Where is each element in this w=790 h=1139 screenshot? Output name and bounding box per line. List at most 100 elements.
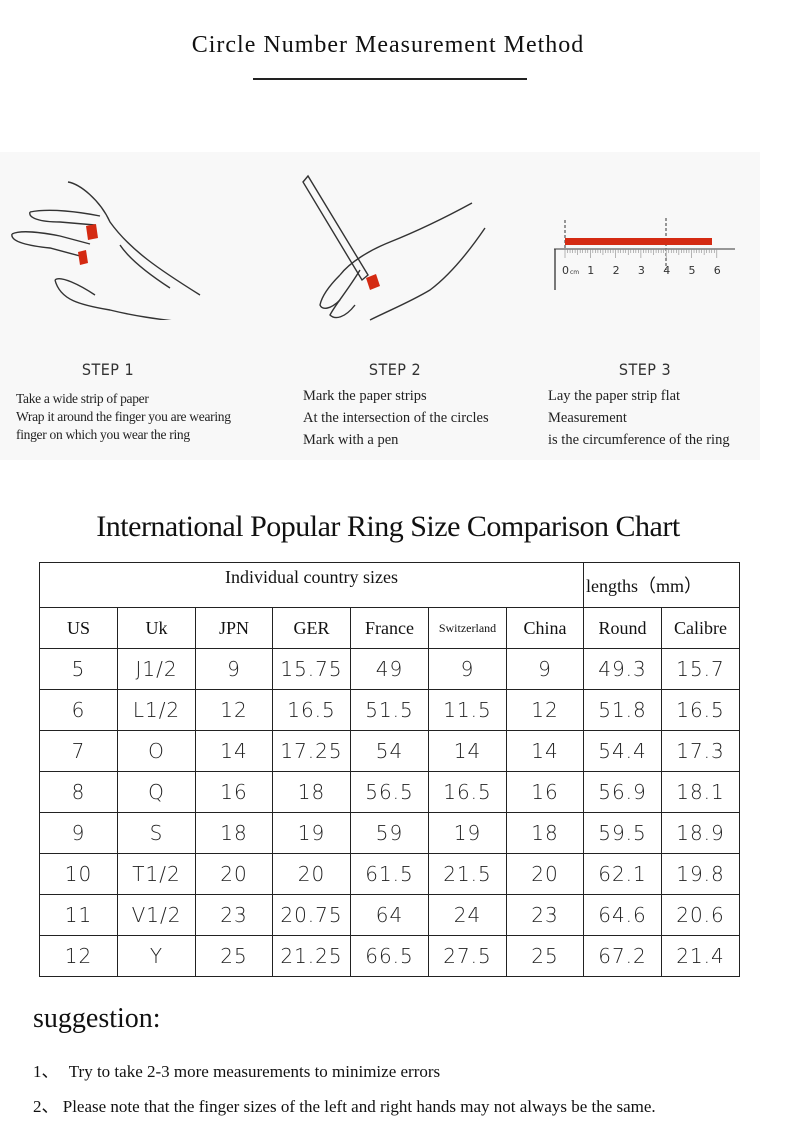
ruler-label: 6 [714,264,721,277]
step-line: finger on which you wear the ring [16,427,190,442]
group-header-lengths: lengths（mm） [583,562,740,608]
table-row: 8 Q 16 18 56.5 16.5 16 56.9 18.1 [39,771,740,813]
table-cell: 16 [506,771,584,813]
table-cell: 11 [39,894,118,936]
item-text: Try to take 2-3 more measurements to min… [68,1062,441,1081]
table-cell: 59.5 [583,812,662,854]
table-cell: 24 [428,894,507,936]
table-cell: 21.5 [428,853,507,895]
step-line: Lay the paper strip flat [548,388,681,404]
steps-panel [0,152,760,460]
table-cell: 11.5 [428,689,507,731]
step-2-heading: STEP 2 [368,360,422,379]
table-cell: 6 [39,689,118,731]
item-number: 1、 [33,1062,59,1081]
step-2-text: Mark the paper strips At the intersectio… [303,385,489,451]
table-cell: 17.25 [272,730,351,772]
step-1-text: Take a wide strip of paper Wrap it aroun… [16,390,231,444]
table-cell: 7 [39,730,118,772]
table-cell: 54.4 [583,730,662,772]
table-cell: 9 [39,812,118,854]
group-header-row: Individual country sizes lengths（mm） [39,562,740,608]
table-cell: 12 [506,689,584,731]
table-row: 12 Y 25 21.25 66.5 27.5 25 67.2 21.4 [39,935,740,977]
column-header: Round [583,607,662,649]
table-cell: T1/2 [117,853,196,895]
ruler-illustration: 0 1 2 3 4 5 6 cm [554,218,735,290]
table-cell: 8 [39,771,118,813]
table-cell: 20.6 [661,894,740,936]
suggestion-item: 1、 Try to take 2-3 more measurements to … [33,1057,440,1082]
table-cell: J1/2 [117,648,196,690]
hand-pen-illustration [302,174,486,321]
table-cell: 59 [350,812,429,854]
table-cell: 66.5 [350,935,429,977]
table-row: 6 L1/2 12 16.5 51.5 11.5 12 51.8 16.5 [39,689,740,731]
table-cell: 20 [506,853,584,895]
table-cell: 56.5 [350,771,429,813]
table-cell: 9 [428,648,507,690]
ruler-label: 1 [587,264,594,277]
step-line: Measurement [548,410,627,426]
table-cell: 49 [350,648,429,690]
table-cell: 12 [39,935,118,977]
table-cell: 18 [506,812,584,854]
column-header: GER [272,607,351,649]
paper-strip [565,238,712,245]
table-cell: 9 [195,648,273,690]
table-cell: 25 [195,935,273,977]
table-cell: 20.75 [272,894,351,936]
table-cell: 16.5 [272,689,351,731]
column-header: China [506,607,584,649]
table-cell: 19 [428,812,507,854]
column-header: Uk [117,607,196,649]
table-cell: 16.5 [661,689,740,731]
table-cell: 18.9 [661,812,740,854]
column-header: Calibre [661,607,740,649]
table-cell: 61.5 [350,853,429,895]
suggestion-title: suggestion: [33,1003,161,1034]
item-text: Please note that the finger sizes of the… [62,1097,656,1116]
table-cell: 15.7 [661,648,740,690]
table-cell: O [117,730,196,772]
ruler-label: 2 [613,264,620,277]
table-cell: 64.6 [583,894,662,936]
table-cell: 67.2 [583,935,662,977]
table-cell: 21.25 [272,935,351,977]
table-row: 11 V1/2 23 20.75 64 24 23 64.6 20.6 [39,894,740,936]
table-cell: 19.8 [661,853,740,895]
step-3-heading: STEP 3 [618,360,672,379]
step-line: Wrap it around the finger you are wearin… [16,409,231,424]
column-header-row: US Uk JPN GER France Switzerland China Round Cal… [39,607,740,649]
table-cell: 18.1 [661,771,740,813]
table-cell: 25 [506,935,584,977]
table-cell: 19 [272,812,351,854]
step-line: Mark with a pen [303,432,399,448]
column-header: JPN [195,607,273,649]
table-cell: 23 [506,894,584,936]
table-cell: 20 [195,853,273,895]
table-cell: 54 [350,730,429,772]
ruler-label: 5 [689,264,696,277]
ruler-label: 4 [663,264,670,277]
step-1-heading: STEP 1 [81,360,135,379]
hand-wrap-illustration [11,181,201,320]
table-cell: 17.3 [661,730,740,772]
table-cell: 16.5 [428,771,507,813]
table-cell: 23 [195,894,273,936]
step-3-text: Lay the paper strip flat Measurement is … [548,385,730,451]
column-header: Switzerland [428,607,507,649]
table-cell: 62.1 [583,853,662,895]
table-row: 10 T1/2 20 20 61.5 21.5 20 62.1 19.8 [39,853,740,895]
column-header: US [39,607,118,649]
ruler-unit: cm [570,269,579,276]
page-title: Circle Number Measurement Method [191,32,585,58]
table-cell: 18 [272,771,351,813]
table-cell: 27.5 [428,935,507,977]
table-cell: 10 [39,853,118,895]
table-cell: 51.5 [350,689,429,731]
suggestion-item: 2、 Please note that the finger sizes of … [33,1092,656,1117]
item-number: 2、 [33,1097,59,1116]
table-cell: 64 [350,894,429,936]
ruler-label: 3 [638,264,645,277]
